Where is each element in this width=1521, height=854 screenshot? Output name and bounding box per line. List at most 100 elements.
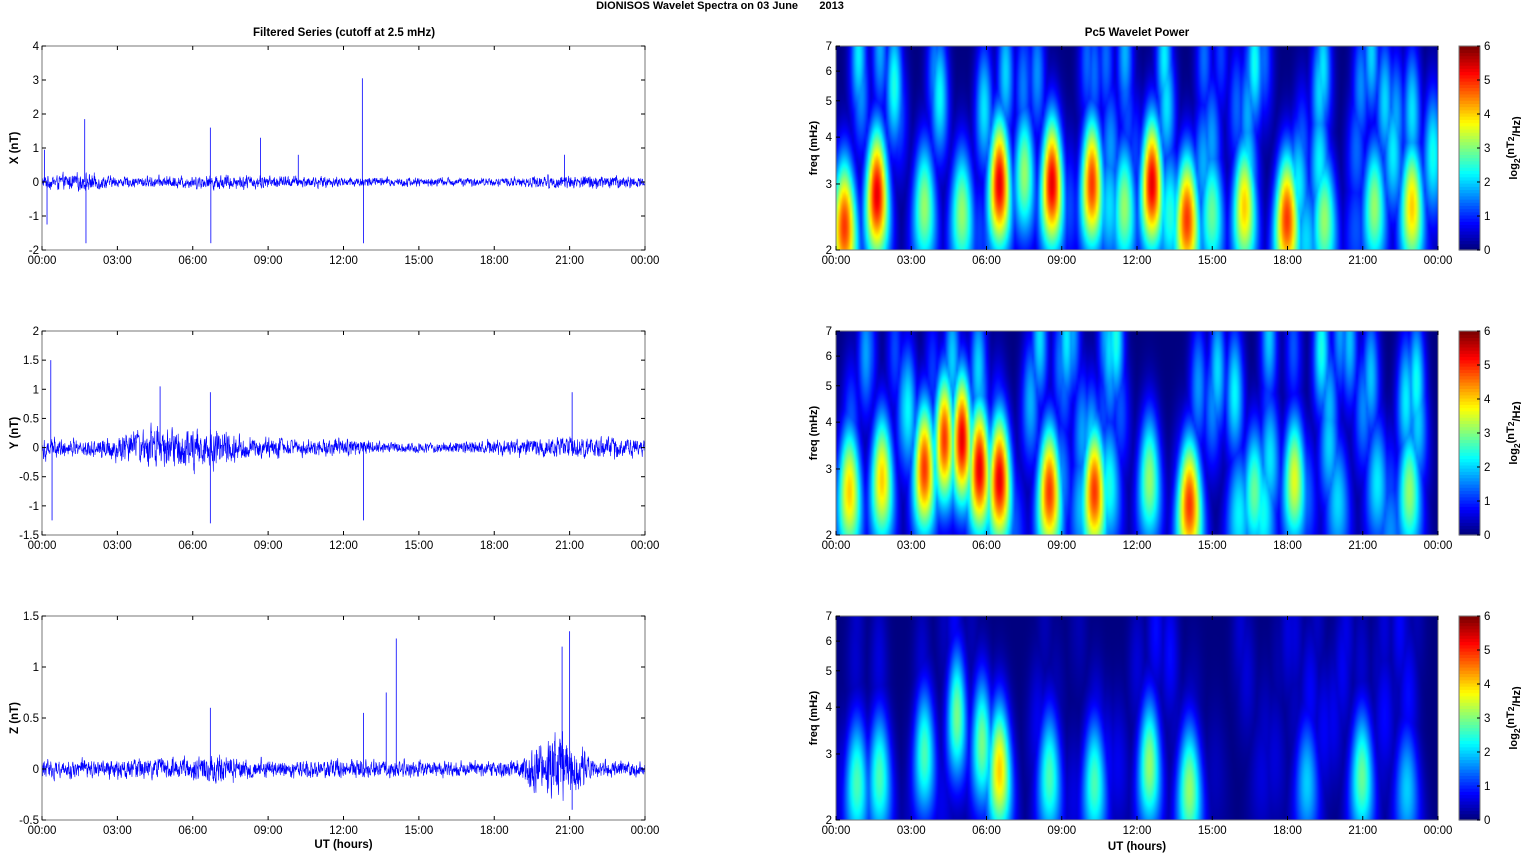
colorbar-swatch	[1459, 807, 1480, 812]
colorbar-swatch	[1459, 759, 1480, 764]
figure-title: DIONISOS Wavelet Spectra on 03 June 2013	[596, 0, 844, 12]
colorbar-swatch	[1459, 698, 1480, 703]
colorbar-swatch	[1459, 148, 1480, 152]
colorbar-swatch	[1459, 528, 1480, 533]
colorbar-swatch	[1459, 670, 1480, 674]
colorbar-swatch	[1459, 343, 1480, 348]
colorbar-tick-label: 4	[1484, 679, 1491, 691]
x-tick-label: 12:00	[1123, 255, 1152, 267]
colorbar-swatch	[1459, 55, 1480, 60]
colorbar-swatch	[1459, 730, 1480, 735]
colorbar-swatch	[1459, 429, 1480, 434]
colorbar-swatch	[1459, 157, 1480, 162]
colorbar-swatch	[1459, 455, 1480, 460]
y-axis-label: Z (nT)	[9, 702, 21, 734]
colorbar-swatch	[1459, 97, 1480, 101]
colorbar-tick-label: 1	[1484, 211, 1490, 223]
colorbar-swatch	[1459, 442, 1480, 447]
colorbar-swatch	[1459, 724, 1480, 729]
colorbar-swatch	[1459, 163, 1480, 168]
x-tick-label: 18:00	[480, 540, 509, 552]
colorbar-swatch	[1459, 800, 1480, 805]
y-tick-label: -0.5	[19, 815, 39, 827]
colorbar-swatch	[1459, 211, 1480, 216]
x-tick-label: 00:00	[1424, 825, 1453, 837]
colorbar-tick-label: 2	[1484, 462, 1490, 474]
x-tick-label: 21:00	[555, 255, 584, 267]
colorbar-swatch	[1459, 708, 1480, 713]
colorbar-swatch	[1459, 499, 1480, 504]
colorbar-swatch	[1459, 679, 1480, 684]
colorbar-swatch	[1459, 791, 1480, 796]
colorbar-tick-label: 4	[1484, 109, 1491, 121]
colorbar-swatch	[1459, 503, 1480, 507]
colorbar-swatch	[1459, 433, 1480, 437]
y-tick-label: 4	[33, 41, 40, 53]
colorbar-swatch	[1459, 132, 1480, 136]
colorbar-swatch	[1459, 522, 1480, 527]
x-tick-label: 00:00	[1424, 540, 1453, 552]
y-tick-label: 0	[33, 177, 39, 189]
colorbar-swatch	[1459, 702, 1480, 706]
x-tick-label: 21:00	[1348, 540, 1377, 552]
colorbar-label-part: 2	[1506, 136, 1516, 141]
x-tick-label: 12:00	[329, 255, 358, 267]
colorbar-swatch	[1459, 622, 1480, 627]
colorbar-swatch	[1459, 382, 1480, 386]
y-tick-label: 7	[826, 41, 832, 53]
colorbar-tick-label: 3	[1484, 428, 1490, 440]
colorbar-swatch	[1459, 721, 1480, 725]
x-tick-label: 12:00	[329, 540, 358, 552]
colorbar-swatch	[1459, 173, 1480, 178]
colorbar-swatch	[1459, 214, 1480, 219]
colorbar-swatch	[1459, 733, 1480, 738]
colorbar-swatch	[1459, 246, 1480, 251]
colorbar-swatch	[1459, 490, 1480, 495]
colorbar-tick-label: 3	[1484, 713, 1490, 725]
colorbar-swatch	[1459, 436, 1480, 440]
y-tick-label: 4	[826, 702, 833, 714]
y-tick-label: 3	[826, 179, 832, 191]
y-tick-label: 6	[826, 66, 832, 78]
colorbar-swatch	[1459, 346, 1480, 351]
x-tick-label: 21:00	[1348, 825, 1377, 837]
colorbar-swatch	[1459, 160, 1480, 165]
colorbar-swatch	[1459, 375, 1480, 380]
colorbar-tick-label: 6	[1484, 326, 1490, 338]
colorbar-tick-label: 1	[1484, 781, 1490, 793]
colorbar-swatch	[1459, 103, 1480, 108]
colorbar-swatch	[1459, 74, 1480, 79]
x-tick-label: 06:00	[972, 825, 1001, 837]
colorbar-swatch	[1459, 167, 1480, 171]
y-tick-label: 7	[826, 326, 832, 338]
wavelet-panel-y: 2 3 4 5 6 7 freq (mHz) 00:00 03:00 06:00 09:00 12:0…	[808, 326, 1521, 552]
x-tick-label: 06:00	[178, 540, 207, 552]
y-tick-label: 5	[826, 666, 832, 678]
series-panel-z: -0.5 0 0.5 1 1.5 Z (nT) 00:00 03:00 06:00 09:00 12…	[9, 611, 659, 851]
y-tick-label: 4	[826, 417, 833, 429]
signal-line	[41, 171, 646, 192]
colorbar-swatch	[1459, 794, 1480, 799]
x-tick-label: 09:00	[254, 825, 283, 837]
colorbar-swatch	[1459, 743, 1480, 748]
colorbar-swatch	[1459, 359, 1480, 364]
x-tick-label: 15:00	[404, 255, 433, 267]
colorbar-label-part: log	[1508, 163, 1520, 180]
x-tick-label: 03:00	[103, 825, 132, 837]
colorbar-swatch	[1459, 663, 1480, 668]
colorbar-swatch	[1459, 404, 1480, 409]
colorbar-label-part: 2	[1512, 443, 1521, 448]
x-tick-label: 12:00	[1123, 540, 1152, 552]
y-tick-label: 3	[826, 464, 832, 476]
colorbar-swatch	[1459, 141, 1480, 146]
x-axis-label: UT (hours)	[314, 839, 372, 851]
colorbar-swatch	[1459, 439, 1480, 444]
colorbar-swatch	[1459, 407, 1480, 412]
colorbar-swatch	[1459, 493, 1480, 498]
x-tick-label: 18:00	[1273, 825, 1302, 837]
colorbar-swatch	[1459, 176, 1480, 181]
colorbar-tick-label: 6	[1484, 41, 1490, 53]
colorbar-swatch	[1459, 471, 1480, 476]
colorbar-swatch	[1459, 49, 1480, 53]
